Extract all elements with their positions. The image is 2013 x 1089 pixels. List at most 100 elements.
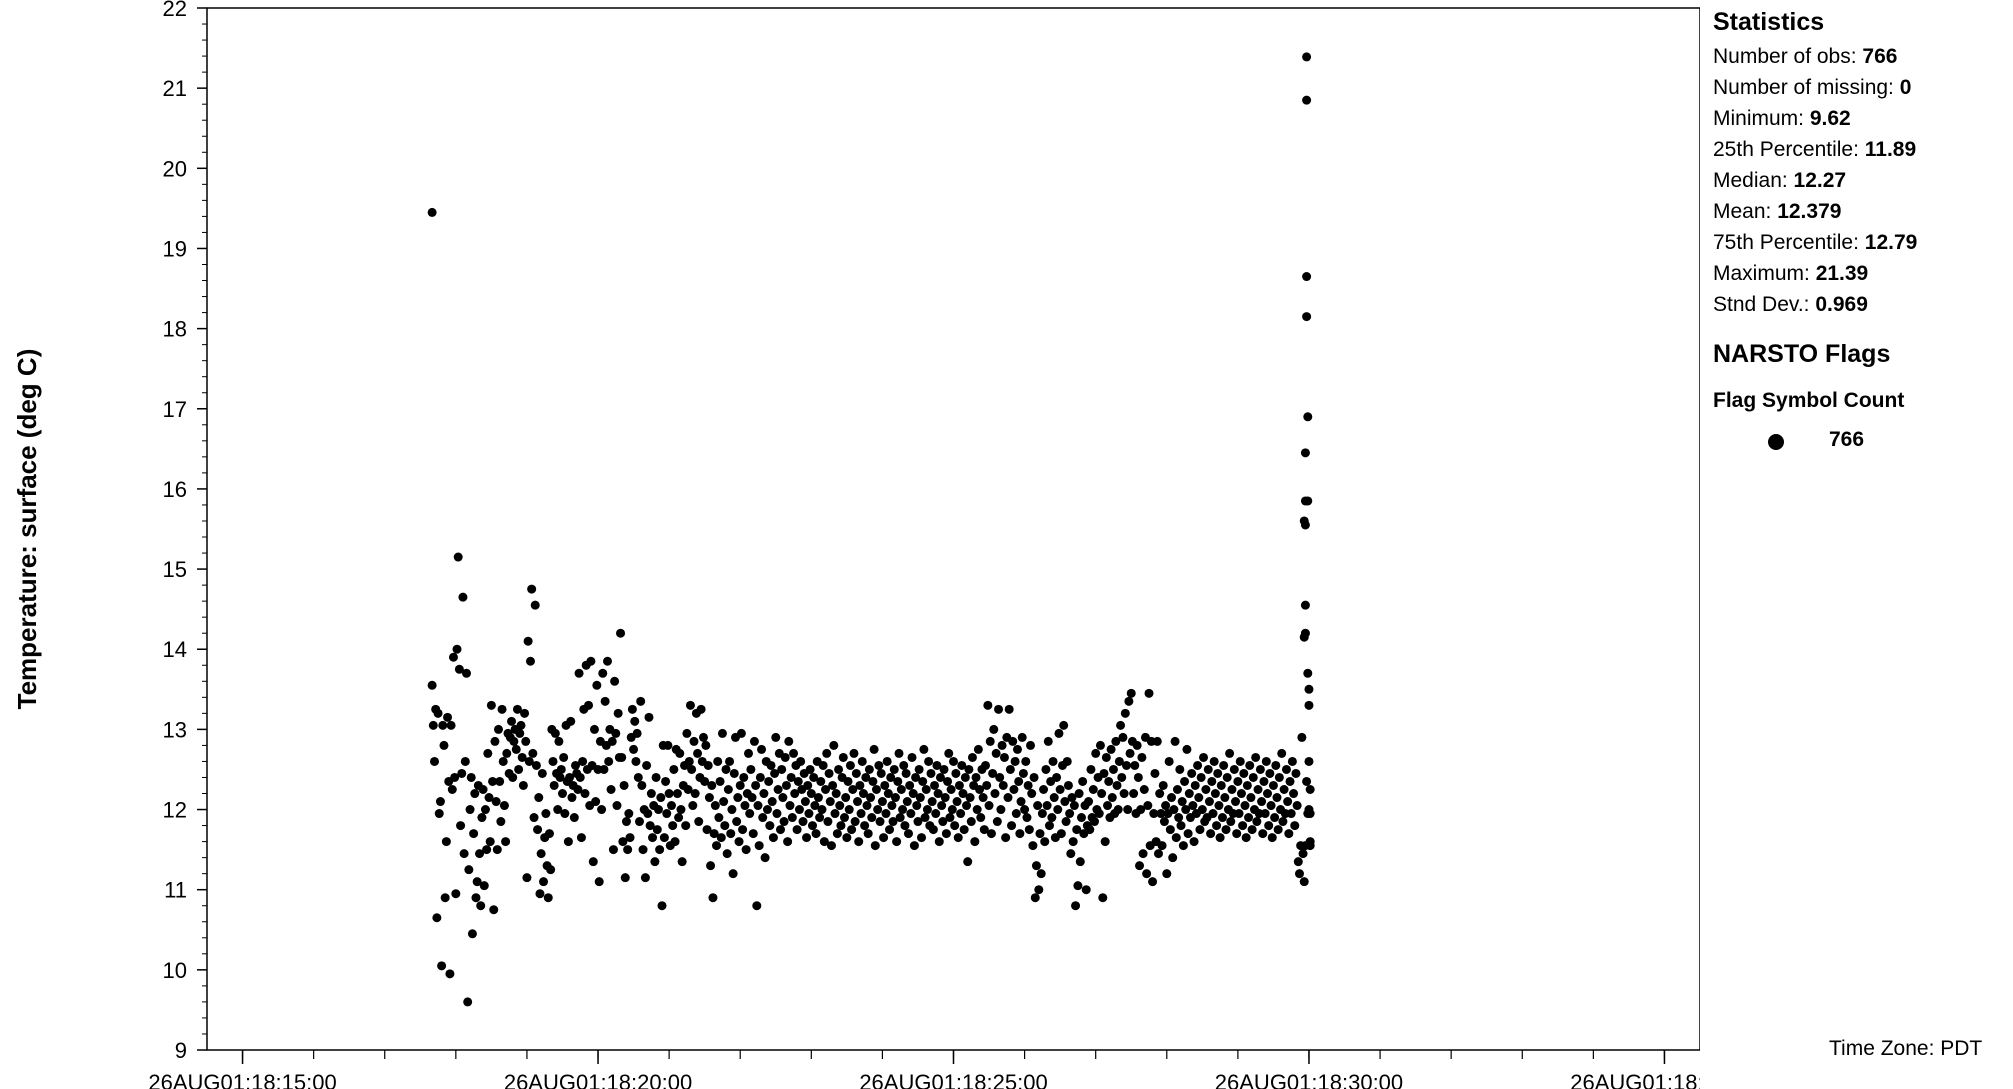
- data-point: [495, 776, 505, 786]
- data-point: [1005, 764, 1015, 774]
- data-point: [618, 837, 628, 847]
- axes: 9 10 11 12 13 14 15 16 17 18 19 20 21 22 Temperature: …: [12, 0, 1700, 1089]
- data-point: [1255, 764, 1265, 774]
- data-point: [933, 789, 943, 799]
- data-point: [1060, 797, 1070, 807]
- data-point: [1176, 821, 1186, 831]
- data-point: [1113, 805, 1123, 815]
- data-point: [869, 744, 879, 754]
- data-point: [1137, 752, 1147, 762]
- data-point: [1104, 776, 1114, 786]
- data-point: [1190, 780, 1200, 790]
- data-point: [1232, 829, 1242, 839]
- data-point: [733, 793, 743, 803]
- data-point: [1157, 841, 1167, 851]
- data-point: [980, 760, 990, 770]
- data-point: [1265, 768, 1275, 778]
- data-point: [1299, 877, 1309, 887]
- data-point: [652, 825, 662, 835]
- data-point: [889, 764, 899, 774]
- data-point: [709, 829, 719, 839]
- data-point: [736, 728, 746, 738]
- data-point: [1029, 772, 1039, 782]
- data-point: [1304, 684, 1314, 694]
- x-tick-label: 26AUG01:18:30:00: [1215, 1070, 1403, 1089]
- data-point: [1162, 869, 1172, 879]
- data-point: [716, 833, 726, 843]
- data-point: [803, 780, 813, 790]
- data-point: [1030, 893, 1040, 903]
- data-point: [1036, 869, 1046, 879]
- data-point: [1027, 789, 1037, 799]
- data-point: [1073, 881, 1083, 891]
- data-point: [515, 728, 525, 738]
- data-point: [524, 756, 534, 766]
- data-point: [1017, 732, 1027, 742]
- data-point: [1067, 793, 1077, 803]
- data-point: [1286, 809, 1296, 819]
- data-point: [938, 817, 948, 827]
- data-point: [928, 825, 938, 835]
- data-point: [496, 817, 506, 827]
- data-point: [451, 889, 461, 899]
- data-point: [707, 780, 717, 790]
- data-point: [663, 740, 673, 750]
- y-tick-label: 11: [164, 878, 187, 903]
- data-point: [535, 889, 545, 899]
- data-point: [476, 901, 486, 911]
- data-point: [668, 821, 678, 831]
- data-point: [432, 913, 442, 923]
- data-point: [875, 817, 885, 827]
- data-point: [1098, 893, 1108, 903]
- data-point: [800, 797, 810, 807]
- data-point: [826, 841, 836, 851]
- data-point: [483, 748, 493, 758]
- data-point: [937, 801, 947, 811]
- data-point: [1289, 789, 1299, 799]
- data-point: [1285, 776, 1295, 786]
- data-point: [1015, 829, 1025, 839]
- data-point: [1001, 833, 1011, 843]
- data-point: [1242, 780, 1252, 790]
- data-point: [1107, 793, 1117, 803]
- y-tick-label: 9: [175, 1038, 187, 1063]
- data-point: [1078, 776, 1088, 786]
- data-point: [1248, 772, 1258, 782]
- data-point: [443, 712, 453, 722]
- data-point: [858, 789, 868, 799]
- data-point: [1076, 813, 1086, 823]
- data-point: [825, 797, 835, 807]
- data-point: [947, 805, 957, 815]
- data-point: [708, 893, 718, 903]
- data-point: [490, 736, 500, 746]
- data-point: [1231, 797, 1241, 807]
- data-point: [458, 592, 468, 602]
- plot-frame: [206, 7, 1700, 1051]
- data-point: [1061, 817, 1071, 827]
- data-point: [1245, 760, 1255, 770]
- data-point: [939, 764, 949, 774]
- data-point: [1024, 825, 1034, 835]
- data-point: [1184, 789, 1194, 799]
- data-point: [1201, 785, 1211, 794]
- data-point: [477, 813, 487, 823]
- data-point: [994, 704, 1004, 714]
- data-point: [1302, 312, 1312, 322]
- data-point: [530, 600, 540, 610]
- data-point: [675, 748, 685, 758]
- data-point: [899, 760, 909, 770]
- x-tick-label: 26AUG01:18:20:00: [504, 1070, 692, 1089]
- data-point: [927, 797, 937, 807]
- data-point: [917, 833, 927, 843]
- data-point: [752, 901, 762, 911]
- stat-mean: Mean: 12.379: [1713, 200, 1842, 223]
- data-point: [1161, 801, 1171, 811]
- data-point: [760, 853, 770, 863]
- data-point: [693, 748, 703, 758]
- data-point: [753, 801, 763, 811]
- data-point: [499, 801, 509, 811]
- data-point: [992, 817, 1002, 827]
- data-point: [990, 789, 1000, 799]
- data-point: [920, 813, 930, 823]
- data-point: [688, 801, 698, 811]
